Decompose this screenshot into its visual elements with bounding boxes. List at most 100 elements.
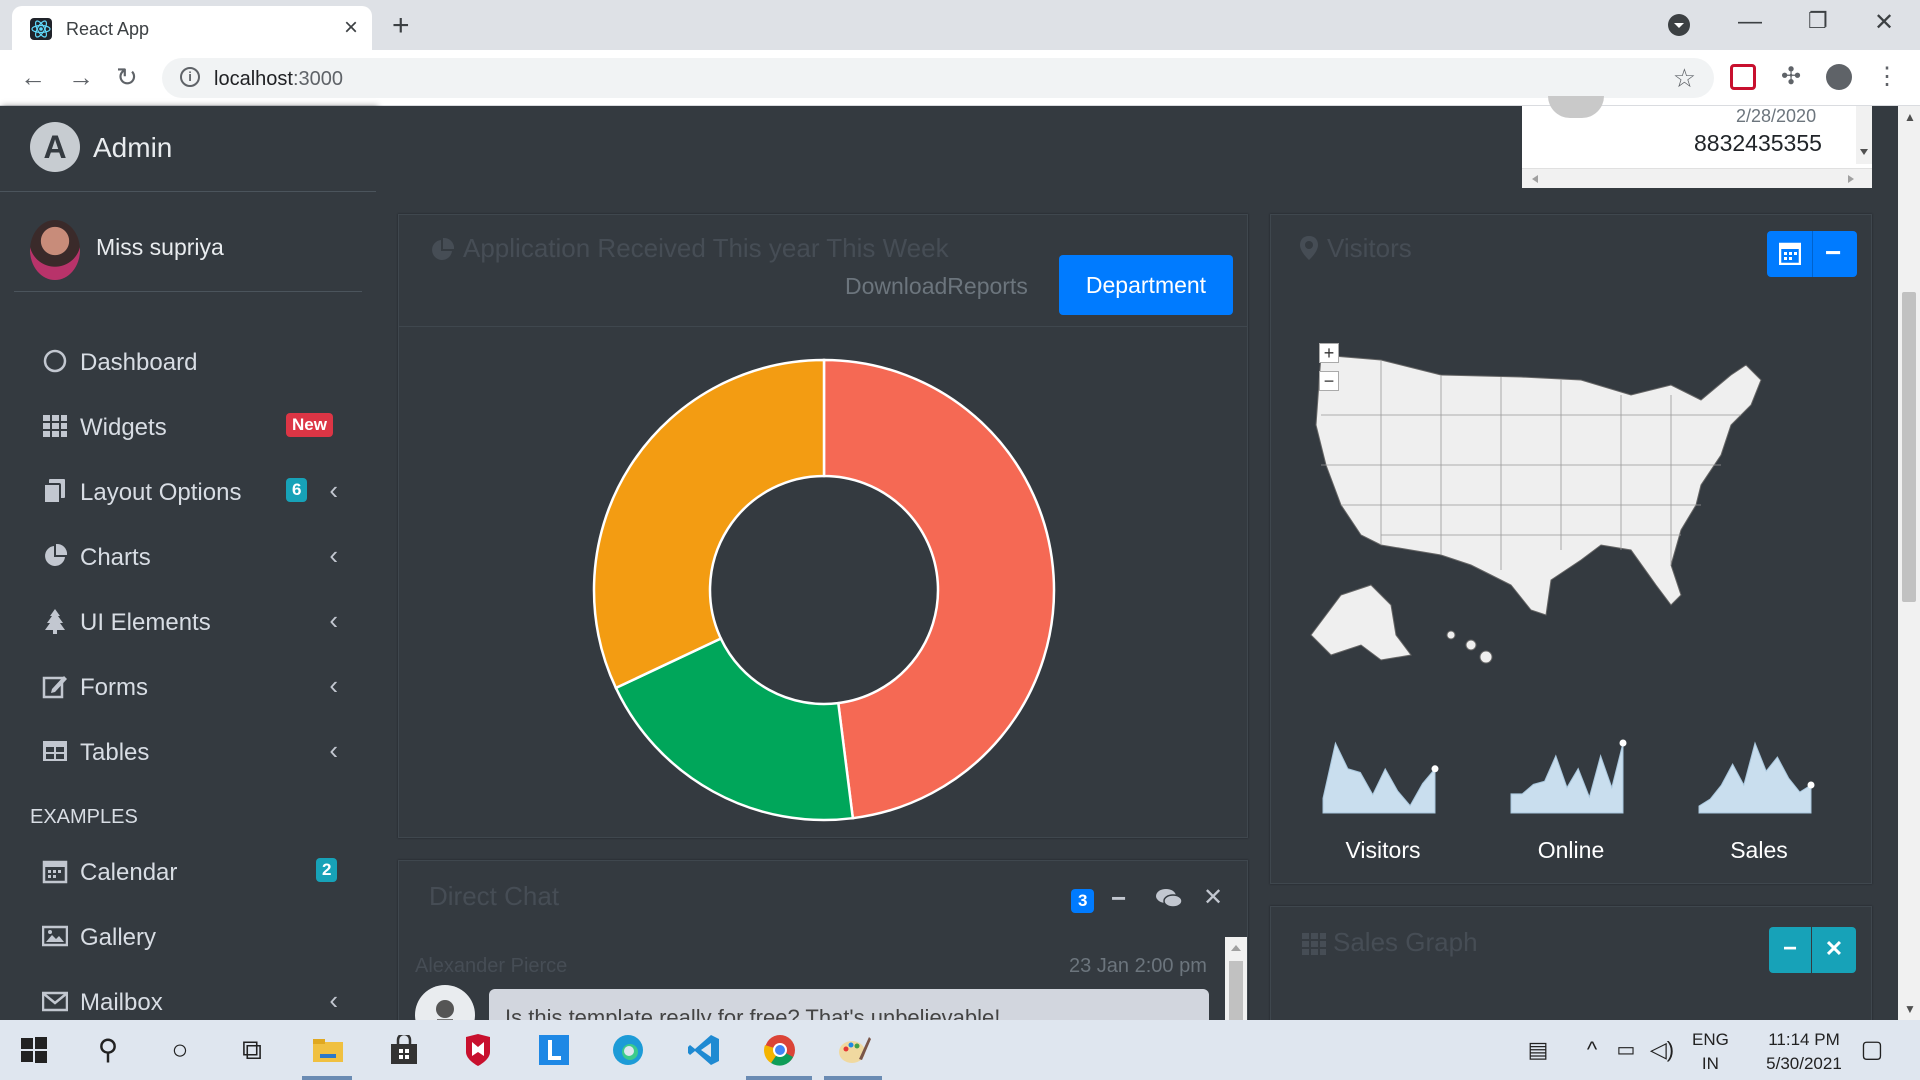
sidebar-item-label: Layout Options	[80, 479, 242, 506]
scrollbar-thumb[interactable]	[1902, 292, 1916, 602]
task-view-icon[interactable]: ⧉	[242, 1034, 262, 1065]
visitors-card: Visitors − + − Visitors Online Sales	[1270, 214, 1872, 884]
sidebar-item-layout-options[interactable]: Layout Options 6 ‹	[30, 466, 350, 516]
brand-link[interactable]: A Admin	[0, 106, 376, 192]
grid-icon	[42, 413, 68, 439]
vertical-scrollbar[interactable]	[1856, 106, 1872, 164]
doughnut-slice-2[interactable]	[592, 358, 826, 690]
remove-button[interactable]: ✕	[1812, 927, 1856, 973]
sparkline-online	[1510, 739, 1627, 814]
sidebar-item-calendar[interactable]: Calendar 2	[30, 846, 350, 896]
url-port: :3000	[292, 68, 343, 90]
battery-icon[interactable]: ▭	[1616, 1039, 1636, 1061]
horizontal-scrollbar[interactable]	[1522, 168, 1872, 188]
user-panel[interactable]: Miss supriya	[14, 192, 362, 292]
site-info-icon[interactable]: i	[180, 67, 200, 87]
card-header	[399, 215, 1247, 327]
close-icon[interactable]: ✕	[1203, 884, 1224, 911]
sidebar-item-mailbox[interactable]: Mailbox ‹	[30, 976, 350, 1020]
scroll-up-icon[interactable]: ▲	[1904, 110, 1916, 124]
chrome-icon[interactable]	[760, 1030, 800, 1070]
sidebar-item-label: UI Elements	[80, 609, 211, 636]
active-indicator	[302, 1076, 352, 1080]
card-title: Sales Graph	[1333, 927, 1478, 957]
back-icon[interactable]: ←	[20, 62, 46, 92]
visitors-tools: −	[1767, 231, 1857, 277]
contact-date: 2/28/2020	[1736, 106, 1817, 126]
zoom-out-button[interactable]: −	[1319, 371, 1339, 391]
count-badge: 6	[286, 478, 308, 502]
department-button[interactable]: Department	[1059, 255, 1233, 315]
user-name[interactable]: Miss supriya	[96, 234, 224, 260]
menu-kebab-icon[interactable]: ⋮	[1875, 63, 1899, 90]
download-reports-link[interactable]: DownloadReports	[845, 273, 1028, 299]
paint-icon[interactable]	[834, 1030, 874, 1070]
bookmark-star-icon[interactable]: ☆	[1672, 63, 1696, 93]
address-bar[interactable]: i localhost:3000 ☆	[162, 58, 1714, 98]
tab-search-icon[interactable]	[1668, 14, 1690, 36]
notification-icon[interactable]: ▢	[1860, 1036, 1884, 1063]
sparkline-area	[1698, 741, 1812, 814]
sidebar-item-label: Charts	[80, 544, 151, 571]
browser-toolbar: ← → ↻ i localhost:3000 ☆ ✣ ⋮	[0, 50, 1920, 106]
file-explorer-icon[interactable]	[308, 1030, 348, 1070]
news-icon[interactable]: ▤	[1527, 1037, 1549, 1062]
tab-close-icon[interactable]: ×	[343, 14, 358, 41]
extensions-puzzle-icon[interactable]: ✣	[1780, 63, 1802, 90]
brand-logo: A	[30, 122, 80, 172]
edge-icon[interactable]	[608, 1030, 648, 1070]
doughnut-chart	[592, 358, 1056, 822]
map-marker-icon	[1299, 235, 1319, 266]
zoom-in-button[interactable]: +	[1319, 343, 1339, 363]
cortana-icon[interactable]: ○	[171, 1034, 189, 1065]
mcafee-icon[interactable]	[458, 1030, 498, 1070]
doughnut-slice-1[interactable]	[614, 636, 855, 822]
divider	[1812, 231, 1813, 277]
sidebar-item-tables[interactable]: Tables ‹	[30, 726, 350, 776]
chevron-left-icon: ‹	[329, 735, 338, 765]
browser-tab[interactable]: React App ×	[12, 6, 372, 50]
volume-icon[interactable]: ◁)	[1649, 1037, 1675, 1062]
scroll-down-icon[interactable]: ▼	[1904, 1002, 1916, 1016]
collapse-button[interactable]: −	[1769, 927, 1811, 973]
sidebar-item-gallery[interactable]: Gallery	[30, 911, 350, 961]
page-scrollbar[interactable]: ▲ ▼	[1898, 106, 1920, 1020]
restore-icon[interactable]: ❐	[1808, 8, 1828, 33]
card-title: Direct Chat	[429, 881, 560, 911]
sparkline-label: Sales	[1730, 837, 1788, 863]
windows-start-icon[interactable]	[14, 1030, 54, 1070]
pie-chart-icon	[429, 237, 455, 268]
reload-icon[interactable]: ↻	[116, 62, 138, 92]
new-tab-icon[interactable]: +	[392, 9, 410, 42]
comments-icon[interactable]	[1155, 887, 1183, 916]
chevron-up-icon[interactable]: ^	[1586, 1037, 1598, 1062]
launcher-l-icon[interactable]	[534, 1030, 574, 1070]
sidebar-item-label: Dashboard	[80, 349, 198, 376]
sparkline-end-point	[1619, 739, 1627, 747]
doughnut-slice-0[interactable]	[822, 358, 1056, 820]
extension-shield-icon[interactable]	[1730, 64, 1756, 90]
sidebar-item-dashboard[interactable]: Dashboard	[30, 336, 350, 386]
profile-icon[interactable]	[1826, 64, 1852, 90]
sparkline-label: Online	[1537, 837, 1605, 863]
sidebar-item-charts[interactable]: Charts ‹	[30, 531, 350, 581]
search-icon[interactable]: ⚲	[97, 1034, 119, 1065]
minimize-icon[interactable]: —	[1738, 8, 1762, 35]
sidebar-item-forms[interactable]: Forms ‹	[30, 661, 350, 711]
collapse-icon[interactable]: −	[1111, 883, 1127, 913]
language-indicator[interactable]: ENG IN	[1692, 1028, 1729, 1076]
sidebar-item-label: Calendar	[80, 859, 178, 886]
collapse-icon[interactable]: −	[1825, 237, 1842, 268]
sidebar-item-widgets[interactable]: Widgets New	[30, 401, 350, 451]
clock[interactable]: 11:14 PM 5/30/2021	[1744, 1028, 1864, 1076]
vscode-icon[interactable]	[684, 1030, 724, 1070]
store-icon[interactable]	[384, 1030, 424, 1070]
forward-icon[interactable]: →	[68, 62, 94, 92]
usa-map[interactable]	[1301, 335, 1841, 675]
new-badge: New	[286, 413, 333, 437]
sidebar-item-label: Gallery	[80, 924, 157, 951]
calendar-icon[interactable]	[1778, 241, 1802, 270]
window-close-icon[interactable]: ✕	[1874, 9, 1895, 36]
sidebar-item-ui-elements[interactable]: UI Elements ‹	[30, 596, 350, 646]
contact-card: 2/28/2020 8832435355	[1522, 96, 1872, 188]
